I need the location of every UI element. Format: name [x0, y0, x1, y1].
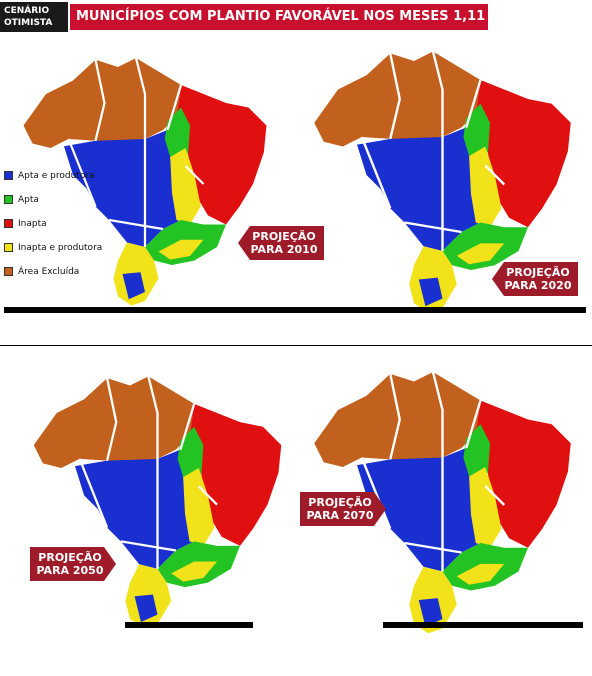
legend-swatch — [4, 195, 13, 204]
scenario-tag: CENÁRIO OTIMISTA — [0, 2, 68, 32]
projection-label-2020: PROJEÇÃO PARA 2020 — [492, 262, 578, 296]
projection-line1: PROJEÇÃO — [38, 551, 102, 564]
baseline-top — [4, 307, 586, 313]
projection-label-2010: PROJEÇÃO PARA 2010 — [238, 226, 324, 260]
legend-item-area-excluida: Área Excluída — [4, 266, 102, 277]
legend-swatch — [4, 243, 13, 252]
legend-item-inapta: Inapta — [4, 218, 102, 229]
brazil-map-2050 — [32, 375, 283, 630]
legend-label: Inapta e produtora — [18, 242, 103, 253]
legend-item-apta-produtora: Apta e produtora — [4, 170, 102, 181]
projection-line1: PROJEÇÃO — [308, 496, 372, 509]
legend-item-inapta-produtora: Inapta e produtora — [4, 242, 102, 253]
scenario-line2: OTIMISTA — [4, 18, 53, 28]
legend-item-apta: Apta — [4, 194, 102, 205]
page-title: MUNICÍPIOS COM PLANTIO FAVORÁVEL NOS MES… — [70, 4, 521, 30]
projection-line2: PARA 2050 — [36, 564, 104, 577]
baseline-bottom-left — [125, 622, 253, 628]
projection-line1: PROJEÇÃO — [252, 230, 316, 243]
projection-line2: PARA 2070 — [306, 509, 374, 522]
legend-label: Apta e produtora — [18, 170, 95, 181]
divider — [0, 345, 592, 346]
scenario-line1: CENÁRIO — [4, 6, 50, 16]
projection-label-2070: PROJEÇÃO PARA 2070 — [300, 492, 386, 526]
projection-line2: PARA 2020 — [504, 279, 572, 292]
legend-swatch — [4, 171, 13, 180]
projection-label-2050: PROJEÇÃO PARA 2050 — [30, 547, 116, 581]
legend-label: Área Excluída — [18, 266, 80, 277]
legend-label: Apta — [18, 194, 39, 205]
legend-label: Inapta — [18, 218, 47, 229]
baseline-bottom-right — [383, 622, 583, 628]
legend-swatch — [4, 267, 13, 276]
projection-line2: PARA 2010 — [250, 243, 318, 256]
legend-swatch — [4, 219, 13, 228]
legend: Apta e produtora Apta Inapta Inapta e pr… — [4, 170, 102, 290]
projection-line1: PROJEÇÃO — [506, 266, 570, 279]
